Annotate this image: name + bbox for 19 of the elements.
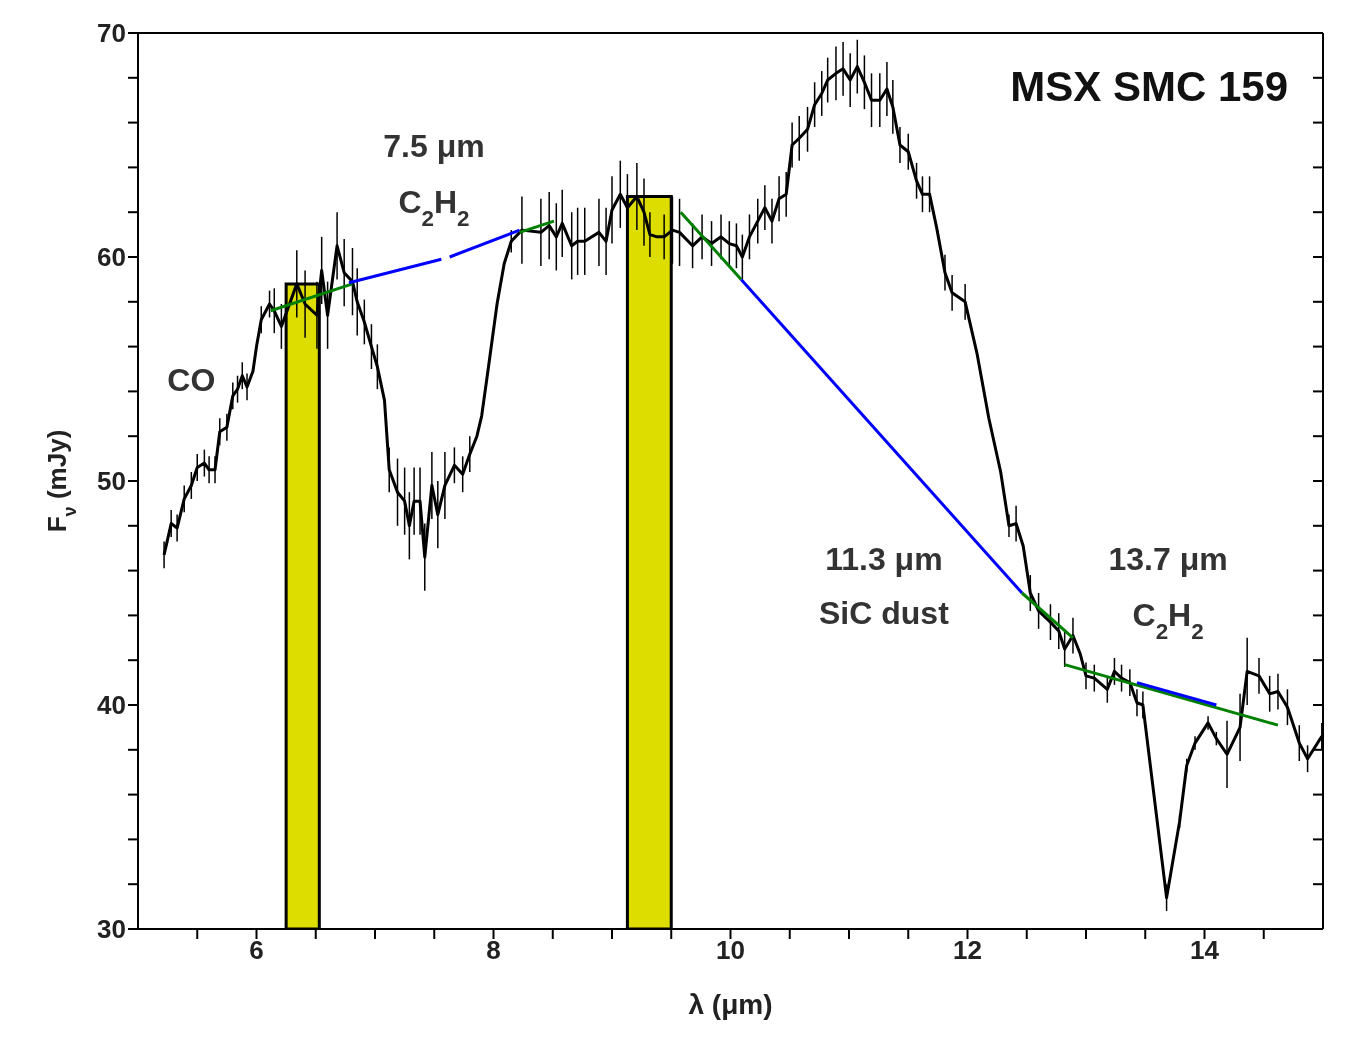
y-tick-label: 60 — [97, 242, 126, 273]
annotation: SiC dust — [819, 594, 950, 631]
annotation: CO — [167, 362, 216, 399]
annotation: C$_{2}$H$_{2}$ — [398, 183, 470, 231]
x-axis-title: λ (μm) — [688, 989, 773, 1020]
y-tick-label: 70 — [97, 18, 126, 49]
annotation: 7.5 μm — [383, 127, 485, 164]
y-tick-label: 40 — [97, 690, 126, 721]
x-tick-label: 8 — [486, 935, 501, 966]
x-tick-label: 6 — [249, 935, 264, 966]
annotation: 13.7 μm — [1108, 541, 1228, 578]
annotation: C$_{2}$H$_{2}$ — [1132, 597, 1204, 644]
annotation: 11.3 μm — [825, 541, 943, 578]
y-tick-label: 50 — [97, 466, 126, 497]
x-tick-label: 10 — [716, 935, 745, 966]
x-tick-label: 14 — [1190, 935, 1220, 966]
y-tick-label: 30 — [97, 914, 126, 945]
text: MSX SMC 159 — [1010, 63, 1288, 111]
x-tick-label: 12 — [953, 935, 982, 966]
